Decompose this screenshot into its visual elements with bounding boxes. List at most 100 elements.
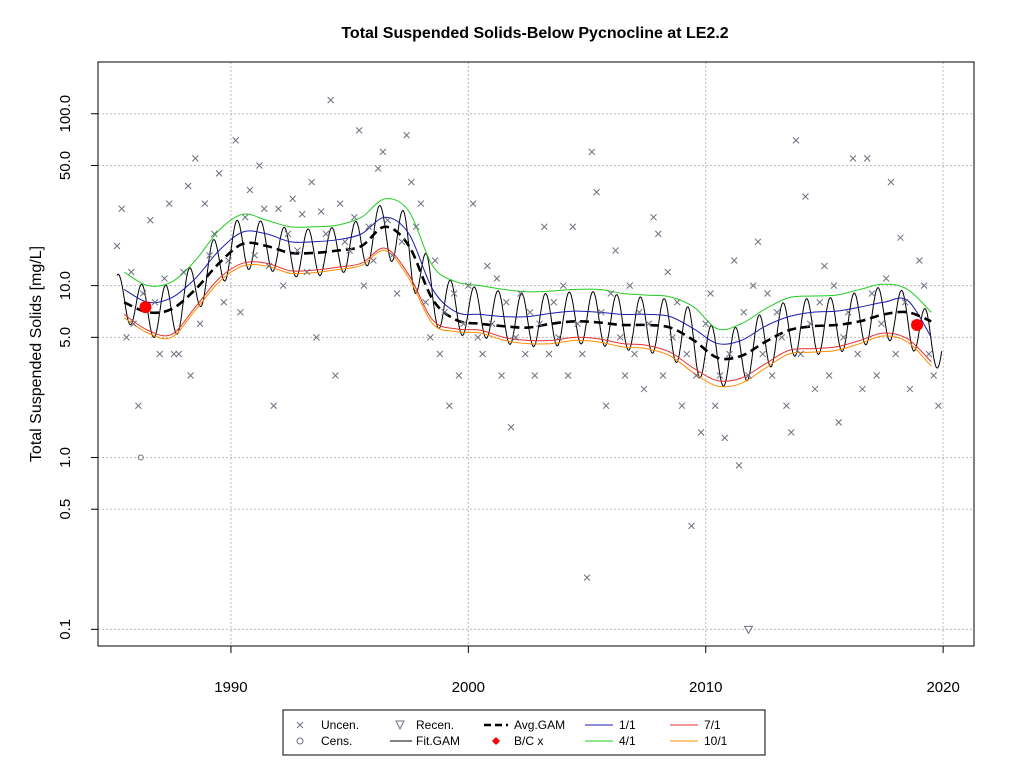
uncensored-point-stroke [664, 268, 672, 276]
uncensored-point-stroke [422, 298, 429, 306]
uncensored-point [175, 350, 183, 358]
uncensored-point [754, 238, 762, 246]
uncensored-point-stroke [206, 251, 213, 259]
uncensored-point-stroke [512, 333, 520, 341]
uncensored-point [588, 148, 596, 156]
legend-oct-label: 10/1 [704, 734, 728, 748]
uncensored-point [215, 169, 223, 177]
uncensored-point [650, 213, 657, 221]
uncensored-point [806, 320, 814, 328]
uncensored-point [389, 251, 396, 259]
uncensored-point [716, 372, 724, 379]
legend-jul-label: 7/1 [704, 718, 721, 732]
uncensored-point-stroke [531, 372, 539, 379]
chart-title: Total Suspended Solids-Below Pycnocline … [341, 25, 728, 42]
uncensored-point-stroke [408, 178, 415, 186]
uncensored-point-stroke [735, 461, 743, 469]
uncensored-point [825, 372, 833, 379]
uncensored-point-stroke [201, 200, 209, 207]
y-tick-label: 100.0 [57, 95, 74, 133]
uncensored-point-stroke [498, 372, 505, 379]
uncensored-point [868, 290, 876, 297]
y-axis-title: Total Suspended Solids [mg/L] [28, 246, 45, 462]
legend-recen-label: Recen. [416, 718, 454, 732]
uncensored-point [683, 350, 691, 358]
uncensored-point [773, 308, 781, 316]
uncensored-point [512, 333, 520, 341]
uncensored-point-stroke [123, 333, 130, 341]
uncensored-point-stroke [431, 257, 439, 264]
uncensored-point [778, 333, 786, 341]
uncensored-point [897, 234, 904, 242]
uncensored-point-stroke [797, 350, 805, 358]
uncensored-point-stroke [583, 574, 591, 581]
uncensored-point-stroke [130, 320, 137, 328]
uncensored-point [232, 137, 240, 144]
uncensored-point-stroke [146, 216, 154, 224]
uncensored-point [906, 385, 914, 393]
uncensored-point-stroke [906, 385, 914, 393]
y-tick-label: 0.1 [57, 619, 74, 640]
uncensored-point [135, 402, 142, 410]
uncensored-point [146, 216, 154, 224]
legend-uncen-label: Uncen. [321, 718, 359, 732]
legend-item-cens: Cens. [296, 734, 352, 748]
uncensored-point [607, 290, 615, 297]
uncensored-point [749, 282, 757, 289]
uncensored-point [811, 385, 819, 393]
uncensored-point-stroke [835, 419, 843, 426]
uncensored-point-stroke [445, 402, 453, 410]
uncensored-point-stroke [332, 372, 339, 379]
uncensored-point [123, 333, 130, 341]
uncensored-point [659, 372, 667, 379]
series-line-oct [123, 249, 932, 388]
uncensored-point-stroke [161, 275, 168, 282]
uncensored-point [180, 268, 187, 276]
uncensored-point [840, 333, 847, 341]
legend-avg-gam-label: Avg.GAM [514, 718, 565, 732]
uncensored-point [351, 213, 358, 221]
uncensored-point-stroke [678, 402, 686, 410]
uncensored-point [379, 148, 387, 156]
legend: Uncen. Cens. Recen. Fit.GAM Avg.GAM B/C … [282, 709, 766, 756]
series-line-jan [123, 216, 932, 345]
uncensored-point [612, 247, 619, 254]
uncensored-point [460, 320, 467, 328]
uncensored-point-stroke [327, 96, 335, 104]
uncensored-point-stroke [455, 372, 463, 379]
uncensored-point [783, 402, 790, 410]
uncensored-point-stroke [612, 247, 619, 254]
uncensored-point [645, 320, 653, 328]
uncensored-point-stroke [294, 247, 301, 254]
uncensored-point-stroke [170, 350, 178, 358]
uncensored-point [206, 251, 213, 259]
uncensored-point-stroke [317, 208, 325, 215]
uncensored-point-stroke [830, 282, 838, 289]
uncensored-point [398, 238, 406, 246]
uncensored-point-stroke [322, 230, 330, 238]
uncensored-point-stroke [859, 385, 866, 393]
uncensored-point [621, 372, 629, 379]
uncensored-point-stroke [597, 308, 605, 316]
axis-layer: 1990 2000 2010 2020 0.1 0.5 1.0 5.0 10.0 50.0 100.… [57, 95, 960, 696]
uncensored-point [536, 320, 543, 328]
uncensored-point [878, 320, 885, 328]
uncensored-point [184, 182, 192, 190]
uncensored-point-stroke [730, 257, 738, 264]
uncensored-point [313, 333, 320, 341]
uncensored-point-stroke [241, 213, 249, 221]
uncensored-point [787, 429, 795, 436]
legend-uncen-symbol [296, 721, 304, 729]
uncensored-point [479, 350, 486, 358]
uncensored-point [436, 350, 444, 358]
uncensored-point-stroke [621, 372, 629, 379]
uncensored-point [730, 257, 738, 264]
uncensored-point-stroke [469, 200, 477, 207]
uncensored-point [540, 223, 548, 231]
legend-bc-label: B/C x [514, 734, 543, 748]
uncensored-point-stroke [270, 402, 278, 410]
uncensored-point-stroke [521, 350, 529, 358]
uncensored-point-stroke [441, 308, 448, 316]
uncensored-point-stroke [873, 372, 881, 379]
uncensored-point [384, 216, 391, 224]
